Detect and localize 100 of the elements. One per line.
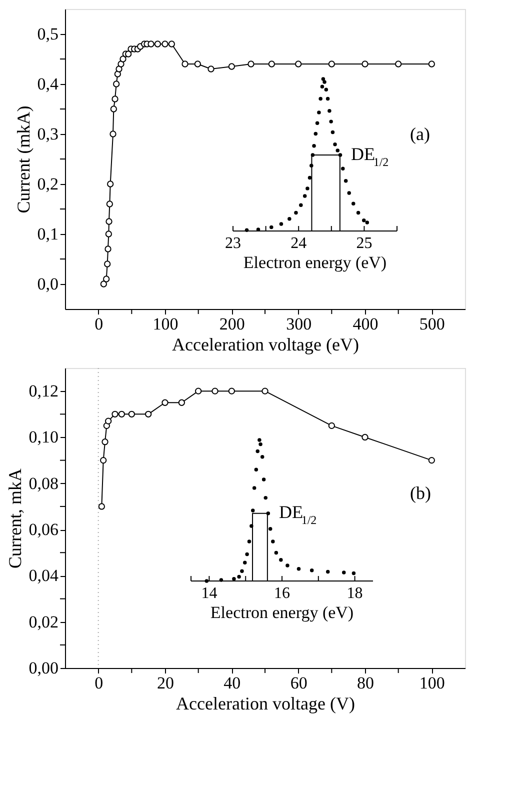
point (148, 40, 154, 48)
y-tick-label: 0,10 (28, 428, 58, 447)
x-tick-label: 23 (225, 235, 241, 252)
point (362, 434, 368, 441)
point (168, 40, 175, 48)
point (352, 202, 356, 206)
point (112, 96, 118, 102)
y-tick-label: 0,12 (28, 382, 58, 401)
x-axis-title: Acceleration voltage (eV) (172, 334, 359, 354)
point (100, 456, 107, 464)
point (251, 508, 255, 512)
point (328, 109, 332, 113)
x-tick-label: 60 (290, 674, 308, 692)
point (228, 63, 235, 70)
point (299, 203, 303, 208)
point (314, 132, 318, 136)
point (102, 438, 108, 446)
x-tick-label: 0 (94, 314, 104, 334)
point (256, 449, 260, 454)
x-tick-label: 100 (419, 674, 445, 692)
y-tick-label: 0,3 (37, 124, 58, 144)
point (112, 410, 118, 418)
point (362, 218, 366, 222)
point (356, 210, 360, 215)
point (254, 468, 258, 472)
point (312, 144, 316, 148)
y-tick-label: 0,06 (28, 520, 58, 540)
point (320, 84, 324, 88)
point (98, 503, 105, 510)
point (118, 60, 124, 68)
x-tick-label: 100 (152, 314, 178, 334)
point (341, 166, 345, 171)
point (315, 121, 320, 125)
point (240, 569, 244, 573)
point (195, 388, 202, 394)
x-tick-label: 18 (346, 585, 363, 602)
point (333, 142, 337, 146)
point (247, 540, 252, 544)
point (110, 130, 116, 138)
point (145, 410, 152, 418)
point (128, 410, 135, 418)
point (162, 399, 168, 406)
annotation: (b) (410, 483, 431, 503)
point (324, 88, 328, 92)
point (326, 570, 330, 574)
point (296, 567, 301, 571)
point (286, 564, 290, 568)
y-axis-title: Current, mkA (4, 468, 25, 568)
point (120, 56, 126, 62)
x-axis-title: Electron energy (eV) (210, 603, 354, 622)
x-tick-label: 16 (274, 585, 290, 602)
point (162, 40, 168, 48)
y-tick-label: 0,02 (28, 612, 58, 632)
point (395, 60, 402, 68)
point (237, 574, 241, 579)
point (352, 571, 356, 576)
point (258, 438, 262, 442)
x-axis-title: Acceleration voltage (V) (176, 694, 355, 714)
point (326, 96, 330, 101)
point (336, 148, 340, 152)
point (268, 60, 275, 68)
point (105, 230, 112, 238)
point (178, 399, 185, 406)
point (194, 60, 201, 68)
point (182, 60, 188, 68)
x-tick-label: 400 (352, 314, 378, 334)
x-axis-title: Electron energy (eV) (243, 253, 387, 272)
point (342, 570, 346, 574)
x-tick-label: 300 (286, 314, 312, 334)
point (116, 66, 122, 72)
point (318, 96, 322, 101)
point (306, 186, 310, 190)
point (106, 200, 113, 208)
point (258, 442, 262, 446)
point (262, 478, 266, 482)
y-tick-label: 0,00 (28, 658, 58, 678)
y-axis-title: Current (mkA) (13, 106, 34, 214)
x-tick-label: 80 (357, 674, 374, 692)
point (270, 225, 274, 230)
y-tick-label: 0,04 (28, 566, 59, 586)
annotation: (a) (410, 124, 430, 144)
point (103, 276, 110, 282)
point (245, 552, 249, 556)
point (362, 60, 368, 68)
y-tick-label: 0,2 (37, 174, 58, 194)
x-tick-label: 25 (356, 235, 372, 252)
x-tick-label: 14 (201, 585, 218, 602)
point (321, 77, 326, 81)
point (271, 540, 275, 544)
point (288, 216, 292, 221)
point (274, 550, 278, 555)
point (248, 60, 254, 68)
x-tick-label: 20 (157, 674, 174, 692)
point (302, 194, 307, 198)
point (268, 526, 272, 531)
point (294, 210, 298, 215)
point (279, 558, 283, 562)
point (105, 418, 112, 424)
y-tick-label: 0,0 (37, 274, 58, 294)
point (329, 120, 333, 124)
